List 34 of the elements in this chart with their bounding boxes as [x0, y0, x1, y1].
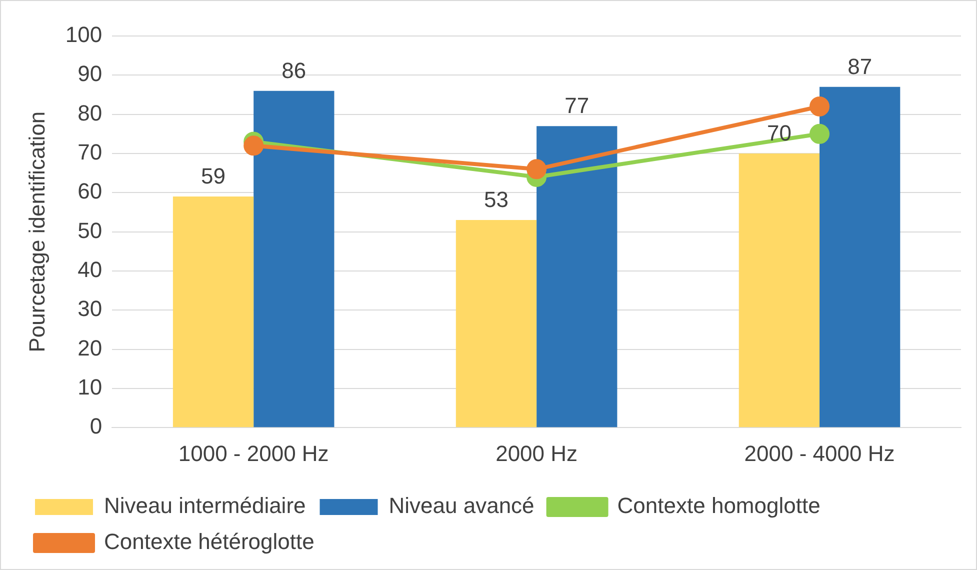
bar: [456, 220, 537, 428]
x-tick-label: 2000 Hz: [496, 440, 578, 466]
data-label: 59: [201, 164, 226, 189]
bar: [820, 86, 900, 428]
y-tick-label: 50: [78, 218, 102, 243]
y-tick-label: 20: [78, 335, 102, 360]
x-tick-label: 2000 - 4000 Hz: [744, 440, 895, 466]
x-tick-label: 1000 - 2000 Hz: [178, 440, 329, 466]
y-tick-label: 10: [78, 374, 102, 400]
bar: [172, 196, 254, 428]
point: [526, 159, 547, 180]
bar: [536, 126, 618, 428]
data-label: 86: [282, 58, 306, 83]
data-label: 87: [848, 54, 872, 79]
y-tick-label: 70: [78, 140, 102, 165]
legend-label: Contexte homoglotte: [617, 493, 820, 518]
y-tick-label: 40: [78, 257, 102, 282]
legend-label: Niveau intermédiaire: [104, 493, 306, 518]
data-label: 77: [564, 93, 590, 118]
legend-label: Niveau avancé: [388, 493, 534, 518]
y-tick-label: 100: [65, 22, 102, 48]
point: [244, 136, 264, 156]
point: [810, 96, 830, 116]
y-tick-label: 30: [78, 296, 102, 322]
y-tick-label: 90: [78, 61, 102, 86]
y-axis-title: Pourcetage identification: [24, 111, 50, 352]
point: [810, 124, 830, 144]
legend-label: Contexte hétéroglotte: [104, 529, 314, 554]
y-tick-label: 60: [78, 178, 102, 204]
y-tick-label: 0: [90, 414, 102, 439]
bar: [254, 90, 334, 428]
y-tick-label: 80: [78, 100, 102, 126]
data-label: 53: [484, 187, 508, 212]
bar: [738, 153, 820, 428]
